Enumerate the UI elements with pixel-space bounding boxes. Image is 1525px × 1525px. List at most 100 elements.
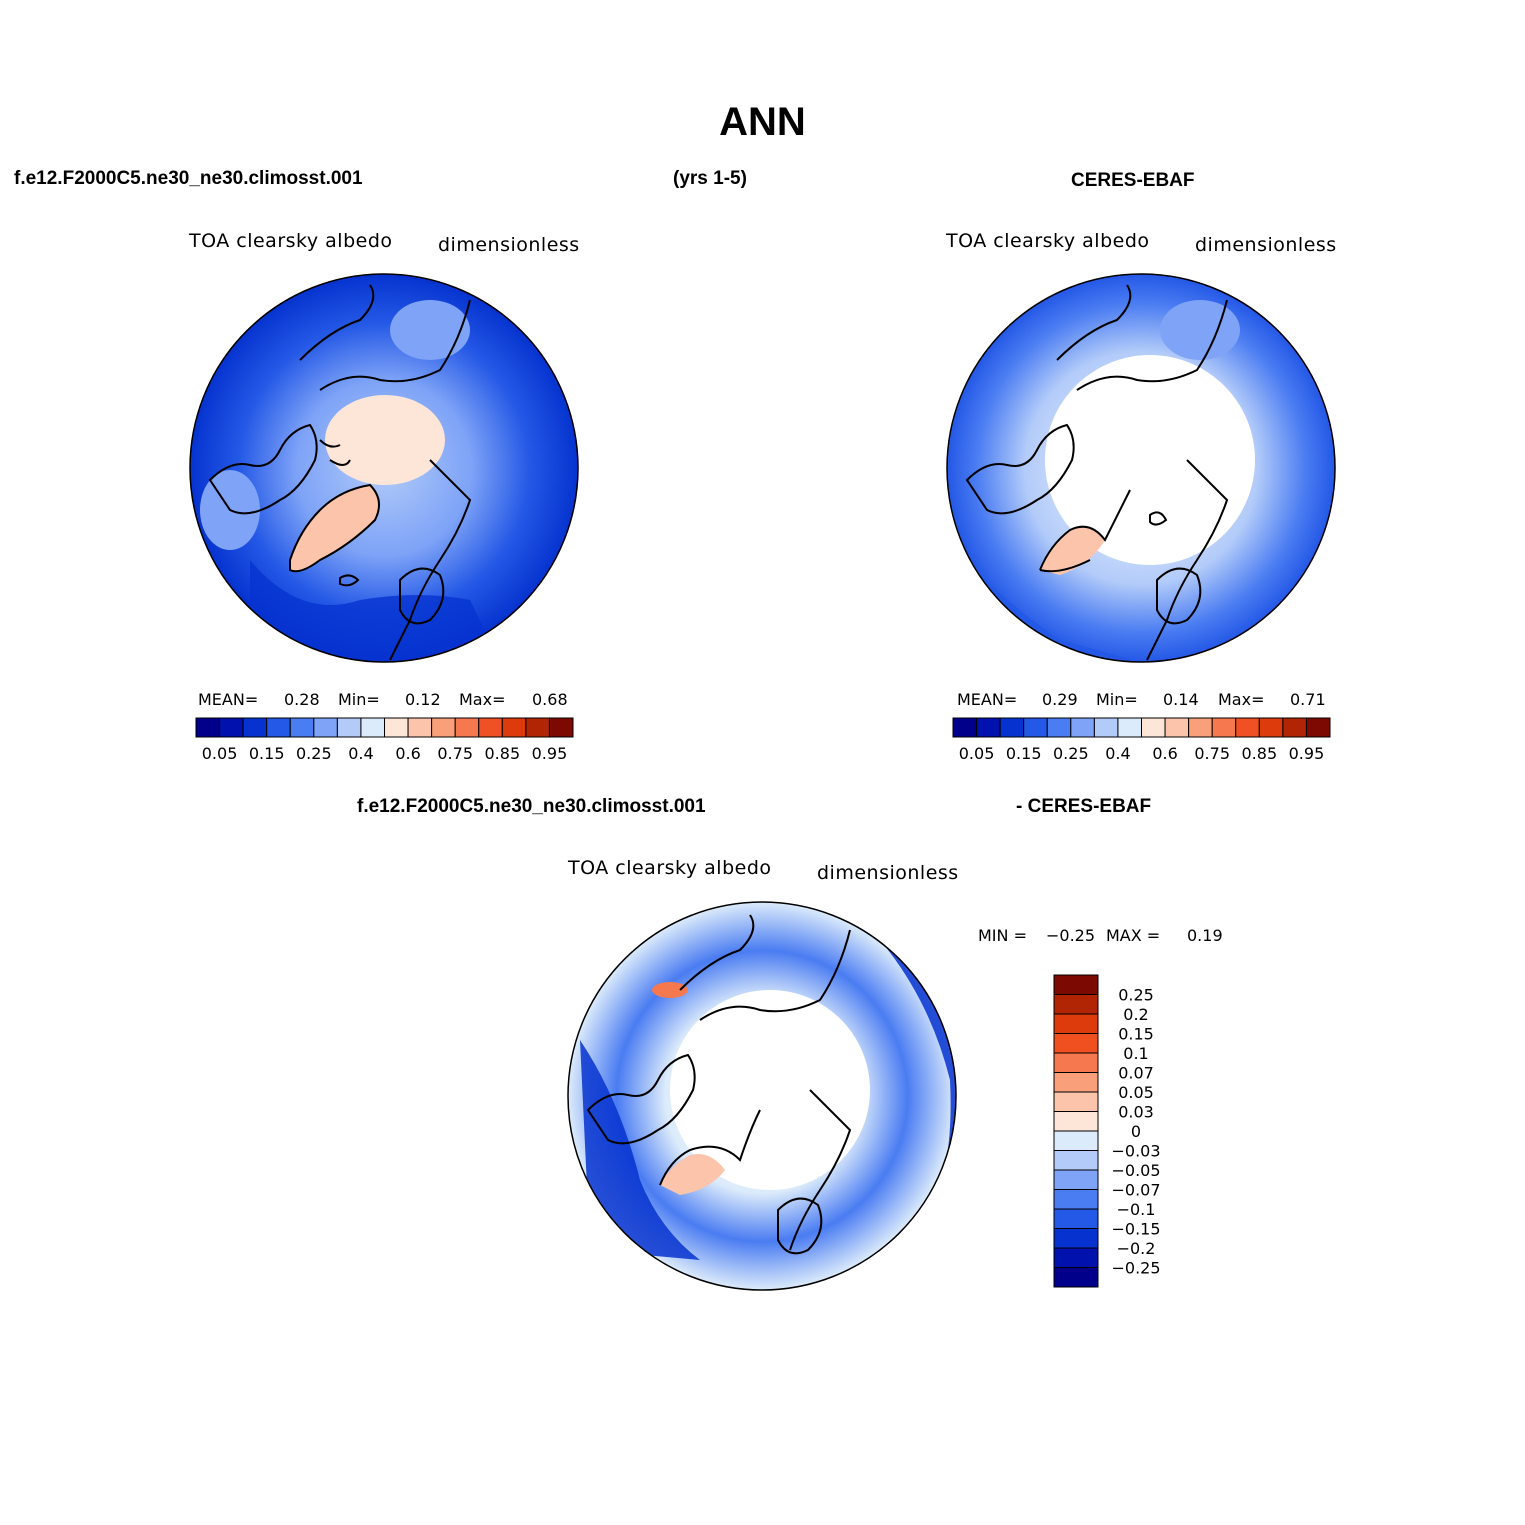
colorbar-swatch [976, 717, 1001, 738]
panel3-max-value: 0.19 [1187, 926, 1223, 945]
colorbar-tick-label: 0.07 [1118, 1064, 1154, 1083]
colorbar-swatch [384, 717, 409, 738]
colorbar-swatch [1258, 717, 1284, 738]
panel1-polar-map [189, 273, 579, 663]
colorbar-swatch [952, 717, 978, 738]
colorbar-tick-label: 0.25 [1053, 744, 1089, 763]
colorbar-tick-label: 0.25 [296, 744, 332, 763]
colorbar-swatch [1053, 1072, 1099, 1093]
colorbar-swatch [289, 717, 315, 738]
diff-obs-name-header: - CERES-EBAF [1016, 796, 1152, 817]
colorbar-swatch [501, 717, 527, 738]
colorbar-tick-label: −0.1 [1117, 1200, 1156, 1219]
panel2-units-label: dimensionless [1195, 234, 1337, 256]
colorbar-swatch [1053, 974, 1099, 995]
colorbar-panel1: 0.05 0.15 0.25 0.4 0.6 0.75 0.85 0.95 [195, 717, 574, 763]
colorbar-swatch [1053, 1150, 1099, 1171]
colorbar-swatch [1046, 717, 1072, 738]
colorbar-swatch [1117, 717, 1142, 738]
panel3-min-value: −0.25 [1046, 926, 1096, 945]
case-name-header: f.e12.F2000C5.ne30_ne30.climosst.001 [14, 168, 363, 189]
colorbar-swatch [1053, 1052, 1099, 1073]
colorbar-tick-label: 0.25 [1118, 986, 1154, 1005]
panel2-max-label: Max= [1218, 690, 1265, 709]
colorbar-tick-label: 0.4 [348, 744, 373, 763]
colorbar-tick-label: 0.2 [1123, 1005, 1148, 1024]
years-header: (yrs 1-5) [673, 168, 747, 189]
panel2-variable-label: TOA clearsky albedo [946, 230, 1150, 252]
panel2-min-label: Min= [1096, 690, 1138, 709]
colorbar-swatch [999, 717, 1025, 738]
colorbar-swatch [1053, 1208, 1099, 1229]
colorbar-tick-label: 0.15 [1006, 744, 1042, 763]
colorbar-tick-label: 0.6 [395, 744, 420, 763]
colorbar-swatch [195, 717, 221, 738]
colorbar-swatch [313, 717, 338, 738]
colorbar-swatch [1235, 717, 1260, 738]
colorbar-tick-label: −0.2 [1117, 1239, 1156, 1258]
colorbar-swatch [548, 717, 574, 738]
panel2-polar-map [946, 273, 1336, 663]
colorbar-swatch [1164, 717, 1190, 738]
colorbar-swatch [1053, 1013, 1099, 1034]
colorbar-swatch [407, 717, 433, 738]
panel3-variable-label: TOA clearsky albedo [568, 857, 772, 879]
colorbar-swatch [266, 717, 291, 738]
colorbar-tick-label: 0.85 [485, 744, 521, 763]
colorbar-tick-label: 0.75 [1194, 744, 1230, 763]
panel3-units-label: dimensionless [817, 862, 959, 884]
colorbar-swatch [1053, 1091, 1099, 1112]
colorbar-swatch [1053, 1228, 1099, 1249]
colorbar-tick-label: 0.05 [959, 744, 995, 763]
colorbar-swatch [478, 717, 503, 738]
colorbar-swatch [1188, 717, 1213, 738]
panel1-mean-value: 0.28 [284, 690, 320, 709]
colorbar-tick-label: −0.05 [1111, 1161, 1160, 1180]
panel1-min-label: Min= [338, 690, 380, 709]
colorbar-swatch [454, 717, 480, 738]
colorbar-tick-label: 0.95 [532, 744, 568, 763]
panel1-min-value: 0.12 [405, 690, 441, 709]
colorbar-tick-label: 0.15 [1118, 1025, 1154, 1044]
colorbar-tick-label: −0.25 [1111, 1259, 1160, 1278]
colorbar-tick-label: 0.85 [1242, 744, 1278, 763]
colorbar-swatch [431, 717, 456, 738]
panel1-max-label: Max= [459, 690, 506, 709]
panel1-variable-label: TOA clearsky albedo [189, 230, 393, 252]
panel3-polar-map [567, 901, 957, 1291]
main-title: ANN [719, 100, 806, 144]
colorbar-panel2: 0.05 0.15 0.25 0.4 0.6 0.75 0.85 0.95 [952, 717, 1331, 763]
colorbar-tick-label: 0 [1131, 1122, 1141, 1141]
colorbar-swatch [1053, 1247, 1099, 1268]
colorbar-swatch [1053, 994, 1099, 1015]
colorbar-swatch [336, 717, 362, 738]
colorbar-tick-label: −0.15 [1111, 1220, 1160, 1239]
colorbar-tick-label: 0.6 [1152, 744, 1177, 763]
colorbar-swatch [1070, 717, 1095, 738]
colorbar-swatch [525, 717, 550, 738]
colorbar-tick-label: 0.75 [437, 744, 473, 763]
panel3-min-label: MIN = [978, 926, 1027, 945]
panel1-mean-label: MEAN= [198, 690, 259, 709]
colorbar-swatch [1053, 1189, 1099, 1210]
obs-name-header: CERES-EBAF [1071, 170, 1195, 191]
panel2-mean-label: MEAN= [957, 690, 1018, 709]
colorbar-swatch [1053, 1169, 1099, 1190]
panel2-max-value: 0.71 [1290, 690, 1326, 709]
panel1-max-value: 0.68 [532, 690, 568, 709]
colorbar-swatch [360, 717, 385, 738]
panel2-mean-value: 0.29 [1042, 690, 1078, 709]
colorbar-swatch [219, 717, 244, 738]
colorbar-tick-label: 0.05 [1118, 1083, 1154, 1102]
colorbar-swatch [242, 717, 268, 738]
colorbar-swatch [1053, 1267, 1099, 1288]
colorbar-tick-label: 0.15 [249, 744, 285, 763]
panel3-max-label: MAX = [1106, 926, 1161, 945]
colorbar-tick-label: 0.1 [1123, 1044, 1148, 1063]
colorbar-tick-label: 0.95 [1289, 744, 1325, 763]
colorbar-swatch [1305, 717, 1331, 738]
colorbar-swatch [1053, 1033, 1099, 1054]
panel1-units-label: dimensionless [438, 234, 580, 256]
colorbar-swatch [1282, 717, 1307, 738]
